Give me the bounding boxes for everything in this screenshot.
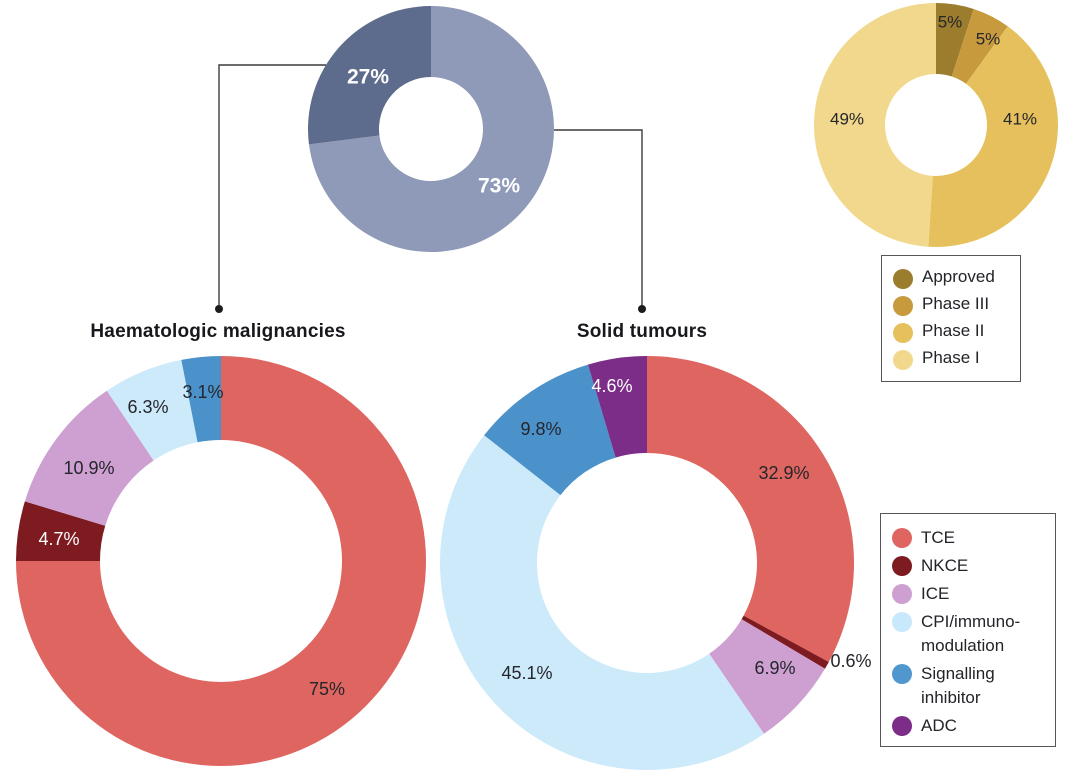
haematologic-malignancies-title: Haematologic malignancies	[90, 321, 346, 342]
slice-solid-tumours-ice	[709, 619, 825, 734]
slice-tumour-type-overview-solid-tumours	[308, 6, 554, 252]
nkce-swatch-icon	[892, 556, 912, 576]
slice-label-solid-tumours-adc: 4.6%	[591, 376, 632, 396]
slice-label-solid-tumours-cpi-immuno-modulation: 45.1%	[501, 663, 552, 683]
slice-haematologic-malignancies-nkce	[16, 501, 106, 561]
legend-label-cpi-immunomodulation: CPI/immuno-modulation	[921, 610, 1020, 658]
legend-label-line1: Signalling	[921, 664, 995, 683]
cpi-swatch-icon	[892, 612, 912, 632]
legend-label-ice: ICE	[921, 584, 950, 603]
slice-development-stage-phase-i	[814, 3, 936, 247]
legend-item-adc: ADC	[892, 714, 1049, 738]
phase-ii-swatch-icon	[893, 323, 913, 343]
legend-item-signalling-inhibitor: Signalling inhibitor	[892, 662, 1049, 710]
ice-swatch-icon	[892, 584, 912, 604]
legend-label-nkce: NKCE	[921, 556, 969, 575]
slice-label-haematologic-malignancies-nkce: 4.7%	[38, 529, 79, 549]
legend-item-phase-i: Phase I	[893, 348, 1014, 370]
slice-haematologic-malignancies-cpi-immuno-modulation	[106, 359, 198, 461]
slice-solid-tumours-signalling-inhibitor	[484, 364, 616, 496]
slice-label-development-stage-phase-i: 49%	[830, 110, 864, 129]
slice-solid-tumours-tce	[647, 356, 854, 662]
slice-tumour-type-overview-haematologic-malignancies	[308, 6, 431, 145]
solid-connector-line	[554, 129, 643, 308]
slice-development-stage-approved	[936, 3, 974, 77]
legend-item-ice: ICE	[892, 582, 1049, 606]
slice-label-development-stage-phase-ii: 41%	[1003, 110, 1037, 129]
slice-solid-tumours-adc	[587, 356, 647, 458]
slice-label-haematologic-malignancies-signalling-inhibitor: 3.1%	[182, 382, 223, 402]
slice-haematologic-malignancies-signalling-inhibitor	[181, 356, 221, 443]
legend-label-tce: TCE	[921, 528, 955, 547]
solid-tumours-title: Solid tumours	[576, 321, 708, 342]
legend-item-phase-iii: Phase III	[893, 294, 1014, 316]
stage-legend: Approved Phase III Phase II Phase I	[881, 255, 1021, 382]
slice-label-tumour-type-overview-haematologic-malignancies: 27%	[347, 66, 389, 89]
solid-connector-dot-icon	[638, 305, 646, 313]
haematologic-connector-line	[218, 64, 326, 308]
legend-label-signalling-inhibitor: Signalling inhibitor	[921, 662, 995, 710]
legend-label-line2: inhibitor	[921, 688, 981, 707]
modality-legend: TCE NKCE ICE CPI/immuno-modulation Signa…	[880, 513, 1056, 747]
slice-solid-tumours-nkce	[741, 615, 829, 669]
slice-development-stage-phase-ii	[928, 26, 1058, 247]
slice-solid-tumours-cpi-immuno-modulation	[440, 435, 764, 770]
slice-haematologic-malignancies-tce	[16, 356, 426, 766]
legend-item-nkce: NKCE	[892, 554, 1049, 578]
slice-development-stage-phase-iii	[951, 8, 1008, 84]
legend-item-tce: TCE	[892, 526, 1049, 550]
phase-iii-swatch-icon	[893, 296, 913, 316]
legend-item-approved: Approved	[893, 267, 1014, 289]
slice-label-solid-tumours-signalling-inhibitor: 9.8%	[520, 419, 561, 439]
haematologic-connector-dot-icon	[215, 305, 223, 313]
signalling-inhibitor-swatch-icon	[892, 664, 912, 684]
tce-swatch-icon	[892, 528, 912, 548]
legend-label-line2: modulation	[921, 636, 1005, 655]
slice-haematologic-malignancies-ice	[24, 390, 154, 526]
legend-label-phase-i: Phase I	[922, 348, 980, 367]
slice-label-haematologic-malignancies-ice: 10.9%	[63, 458, 114, 478]
slice-label-solid-tumours-ice: 6.9%	[754, 658, 795, 678]
approved-swatch-icon	[893, 269, 913, 289]
slice-label-development-stage-phase-iii: 5%	[976, 30, 1001, 49]
adc-swatch-icon	[892, 716, 912, 736]
phase-i-swatch-icon	[893, 350, 913, 370]
slice-label-haematologic-malignancies-cpi-immuno-modulation: 6.3%	[127, 397, 168, 417]
slice-label-tumour-type-overview-solid-tumours: 73%	[478, 175, 520, 198]
slice-label-development-stage-approved: 5%	[938, 13, 963, 32]
slice-label-haematologic-malignancies-tce: 75%	[309, 679, 345, 699]
slice-label-solid-tumours-nkce: 0.6%	[830, 651, 871, 671]
slice-label-solid-tumours-tce: 32.9%	[758, 463, 809, 483]
legend-item-cpi-immunomodulation: CPI/immuno-modulation	[892, 610, 1049, 658]
legend-label-line1: CPI/immuno-	[921, 612, 1021, 631]
legend-label-phase-iii: Phase III	[922, 294, 990, 313]
legend-label-approved: Approved	[922, 267, 995, 286]
legend-item-phase-ii: Phase II	[893, 321, 1014, 343]
legend-label-adc: ADC	[921, 716, 957, 735]
legend-label-phase-ii: Phase II	[922, 321, 985, 340]
